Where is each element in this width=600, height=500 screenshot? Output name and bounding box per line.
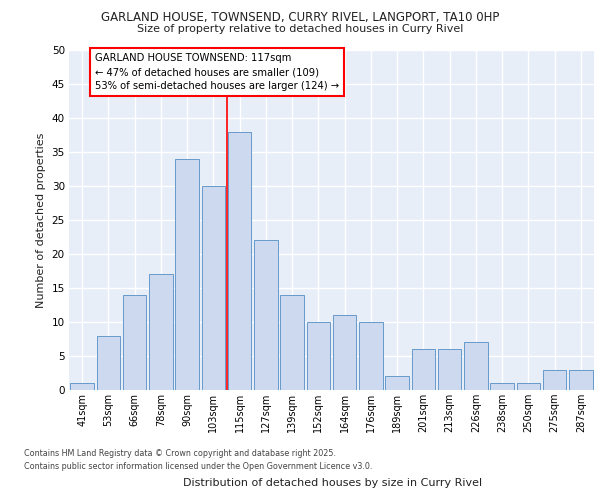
Text: GARLAND HOUSE TOWNSEND: 117sqm
← 47% of detached houses are smaller (109)
53% of: GARLAND HOUSE TOWNSEND: 117sqm ← 47% of … bbox=[95, 54, 340, 92]
Bar bbox=[228, 132, 251, 390]
Text: Contains public sector information licensed under the Open Government Licence v3: Contains public sector information licen… bbox=[24, 462, 373, 471]
Bar bbox=[123, 295, 146, 390]
Text: Contains HM Land Registry data © Crown copyright and database right 2025.: Contains HM Land Registry data © Crown c… bbox=[24, 448, 336, 458]
Text: Size of property relative to detached houses in Curry Rivel: Size of property relative to detached ho… bbox=[137, 24, 463, 34]
Text: Distribution of detached houses by size in Curry Rivel: Distribution of detached houses by size … bbox=[184, 478, 482, 488]
Bar bbox=[438, 349, 461, 390]
Bar bbox=[70, 383, 94, 390]
Bar bbox=[359, 322, 383, 390]
Text: GARLAND HOUSE, TOWNSEND, CURRY RIVEL, LANGPORT, TA10 0HP: GARLAND HOUSE, TOWNSEND, CURRY RIVEL, LA… bbox=[101, 11, 499, 24]
Bar bbox=[333, 315, 356, 390]
Y-axis label: Number of detached properties: Number of detached properties bbox=[36, 132, 46, 308]
Bar bbox=[149, 274, 173, 390]
Bar bbox=[175, 159, 199, 390]
Bar bbox=[307, 322, 330, 390]
Bar bbox=[97, 336, 120, 390]
Bar bbox=[385, 376, 409, 390]
Bar bbox=[569, 370, 593, 390]
Bar bbox=[202, 186, 225, 390]
Bar bbox=[280, 295, 304, 390]
Bar bbox=[517, 383, 540, 390]
Bar bbox=[543, 370, 566, 390]
Bar bbox=[412, 349, 435, 390]
Bar bbox=[254, 240, 278, 390]
Bar bbox=[464, 342, 488, 390]
Bar bbox=[490, 383, 514, 390]
